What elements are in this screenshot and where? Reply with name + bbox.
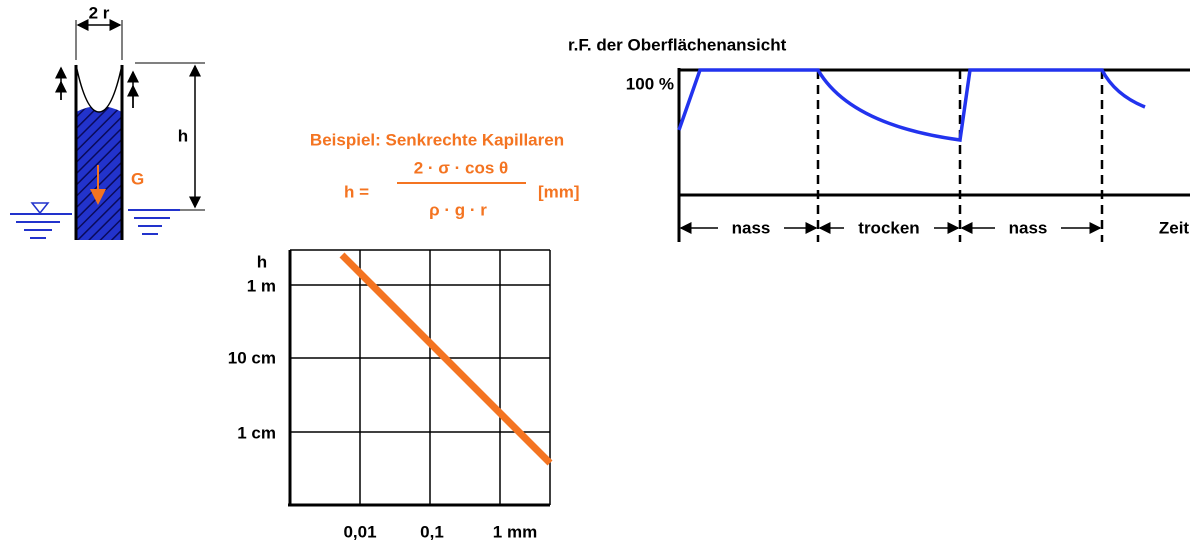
formula-denominator: ρ · g · r — [429, 200, 487, 219]
humidity-frame — [677, 68, 1190, 242]
weight-label: G — [131, 169, 144, 188]
capillary-height-line — [339, 252, 553, 466]
y-tick-label: 1 cm — [237, 423, 276, 442]
y-tick-label: 1 m — [247, 276, 276, 295]
y-axis-label: h — [257, 252, 267, 271]
phase-label: trocken — [858, 218, 919, 237]
example-title: Beispiel: Senkrechte Kapillaren — [310, 130, 564, 149]
label-bg — [995, 218, 1061, 238]
y-label: 100 % — [626, 74, 674, 93]
label-bg — [718, 218, 784, 238]
x-tick-label: 0,01 — [343, 522, 376, 541]
meniscus — [75, 64, 123, 113]
formula-unit: [mm] — [538, 182, 580, 201]
height-label: h — [178, 126, 188, 145]
x-axis-label: Zeit — [1159, 218, 1190, 237]
capillary: 2 r h G — [10, 3, 205, 240]
water-level-symbol — [30, 202, 50, 215]
label-bg — [844, 218, 934, 238]
x-tick-label: 1 mm — [493, 522, 537, 541]
humidity-title: r.F. der Oberflächenansicht — [568, 35, 787, 54]
y-tick-label: 10 cm — [228, 348, 276, 367]
formula-lhs: h = — [344, 182, 369, 201]
width-label: 2 r — [89, 3, 110, 22]
humidity-curve — [677, 68, 1146, 142]
x-tick-label: 0,1 — [420, 522, 444, 541]
log-grid — [288, 249, 551, 507]
phase-label: nass — [732, 218, 771, 237]
phase-label: nass — [1009, 218, 1048, 237]
water-surface — [10, 209, 180, 239]
formula-numerator: 2 · σ · cos θ — [414, 158, 509, 177]
